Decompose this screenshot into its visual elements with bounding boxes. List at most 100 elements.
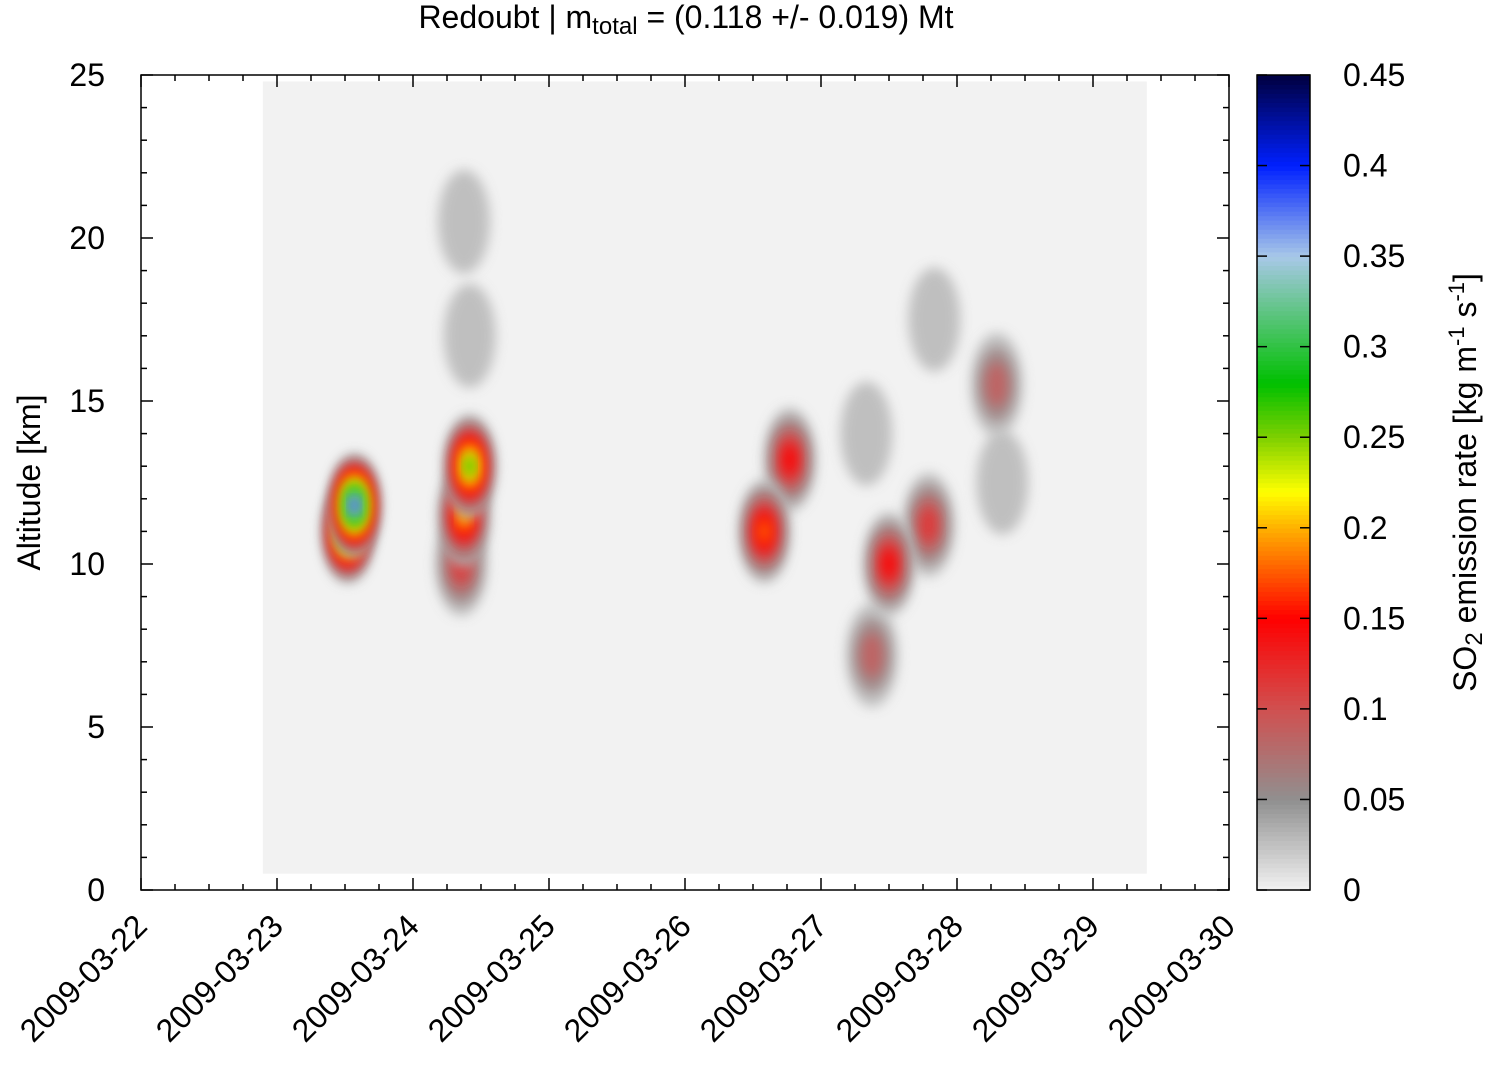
colorbar-swatch xyxy=(1257,410,1310,416)
colorbar-swatch xyxy=(1257,794,1310,801)
colorbar-swatch xyxy=(1257,428,1310,434)
colorbar-swatch xyxy=(1257,781,1310,787)
colorbar-swatch xyxy=(1257,124,1310,131)
colorbar-swatch xyxy=(1257,559,1310,565)
colorbar-swatch xyxy=(1257,328,1310,334)
colorbar-tick-label: 0.05 xyxy=(1343,781,1405,817)
colorbar-swatch xyxy=(1257,373,1310,380)
colorbar-swatch xyxy=(1257,378,1310,384)
y-tick-label: 20 xyxy=(69,220,105,256)
colorbar-swatch xyxy=(1257,269,1310,276)
colorbar-swatch xyxy=(1257,477,1310,484)
colorbar-swatch xyxy=(1257,690,1310,697)
colorbar-swatch xyxy=(1257,844,1310,851)
colorbar-swatch xyxy=(1257,346,1310,352)
colorbar-swatch xyxy=(1257,165,1310,171)
colorbar-swatch xyxy=(1257,401,1310,407)
colorbar-swatch xyxy=(1257,776,1310,783)
colorbar-swatch xyxy=(1257,88,1310,94)
colorbar-swatch xyxy=(1257,464,1310,470)
colorbar-swatch xyxy=(1257,455,1310,461)
colorbar-swatch xyxy=(1257,183,1310,189)
colorbar-tick-label: 0.25 xyxy=(1343,419,1405,455)
colorbar-swatch xyxy=(1257,251,1310,257)
colorbar-swatch xyxy=(1257,133,1310,140)
colorbar-swatch xyxy=(1257,324,1310,330)
colorbar-swatch xyxy=(1257,862,1310,869)
colorbar-swatch xyxy=(1257,880,1310,887)
colorbar-swatch xyxy=(1257,772,1310,778)
heatmap-cell xyxy=(881,549,897,579)
colorbar-swatch xyxy=(1257,731,1310,737)
heatmap-cell xyxy=(350,499,359,512)
colorbar-swatch xyxy=(1257,441,1310,448)
colorbar-swatch xyxy=(1257,677,1310,683)
colorbar-swatch xyxy=(1257,799,1310,805)
colorbar-swatch xyxy=(1257,437,1310,443)
x-tick-label: 2009-03-26 xyxy=(557,907,698,1048)
colorbar-swatch xyxy=(1257,613,1310,620)
colorbar-swatch xyxy=(1257,210,1310,217)
colorbar-swatch xyxy=(1257,622,1310,629)
colorbar-swatch xyxy=(1257,301,1310,307)
colorbar-tick-label: 0.35 xyxy=(1343,238,1405,274)
colorbar-swatch xyxy=(1257,360,1310,366)
colorbar-swatch xyxy=(1257,604,1310,611)
colorbar-swatch xyxy=(1257,491,1310,497)
colorbar-swatch xyxy=(1257,342,1310,348)
colorbar-swatch xyxy=(1257,849,1310,855)
colorbar-swatch xyxy=(1257,740,1310,746)
colorbar-swatch xyxy=(1257,97,1310,103)
colorbar-swatch xyxy=(1257,387,1310,393)
colorbar-swatch xyxy=(1257,450,1310,457)
colorbar-swatch xyxy=(1257,754,1310,760)
colorbar-swatch xyxy=(1257,468,1310,475)
colorbar-swatch xyxy=(1257,459,1310,466)
colorbar-swatch xyxy=(1257,423,1310,429)
colorbar-swatch xyxy=(1257,228,1310,235)
colorbar-swatch xyxy=(1257,120,1310,126)
colorbar-swatch xyxy=(1257,708,1310,715)
colorbar-swatch xyxy=(1257,831,1310,837)
colorbar-swatch xyxy=(1257,274,1310,280)
y-tick-label: 0 xyxy=(87,872,105,908)
heatmap-cell xyxy=(985,362,1008,407)
chart-title: Redoubt | mtotal = (0.118 +/- 0.019) Mt xyxy=(418,0,953,40)
colorbar-swatch xyxy=(1257,238,1310,244)
colorbar-swatch xyxy=(1257,414,1310,420)
colorbar-swatch xyxy=(1257,333,1310,339)
heatmap-cell xyxy=(920,507,938,543)
colorbar-swatch xyxy=(1257,704,1310,710)
colorbar-swatch xyxy=(1257,111,1310,117)
colorbar-swatch xyxy=(1257,636,1310,642)
colorbar-swatch xyxy=(1257,161,1310,167)
colorbar-swatch xyxy=(1257,826,1310,832)
y-tick-label: 15 xyxy=(69,383,105,419)
colorbar-swatch xyxy=(1257,659,1310,665)
colorbar-swatch xyxy=(1257,541,1310,547)
colorbar-swatch xyxy=(1257,509,1310,515)
colorbar-swatch xyxy=(1257,668,1310,674)
colorbar-swatch xyxy=(1257,174,1310,180)
colorbar-swatch xyxy=(1257,482,1310,488)
colorbar-swatch xyxy=(1257,84,1310,90)
colorbar-swatch xyxy=(1257,197,1310,203)
x-tick-label: 2009-03-27 xyxy=(693,907,834,1048)
heatmap-cell xyxy=(908,267,961,372)
heatmap-cell xyxy=(465,457,474,475)
colorbar-swatch xyxy=(1257,835,1310,841)
colorbar-swatch xyxy=(1257,650,1310,656)
x-tick-label: 2009-03-24 xyxy=(285,907,426,1048)
colorbar-swatch xyxy=(1257,645,1310,651)
colorbar-swatch xyxy=(1257,885,1310,891)
colorbar-swatch xyxy=(1257,514,1310,520)
colorbar-swatch xyxy=(1257,147,1310,153)
colorbar-swatch xyxy=(1257,745,1310,751)
colorbar-swatch xyxy=(1257,391,1310,398)
colorbar-swatch xyxy=(1257,265,1310,271)
colorbar-swatch xyxy=(1257,310,1310,316)
x-tick-label: 2009-03-28 xyxy=(829,907,970,1048)
colorbar-label: SO2 emission rate [kg m-1 s-1] xyxy=(1444,273,1488,692)
colorbar-swatch xyxy=(1257,405,1310,411)
colorbar-swatch xyxy=(1257,817,1310,823)
